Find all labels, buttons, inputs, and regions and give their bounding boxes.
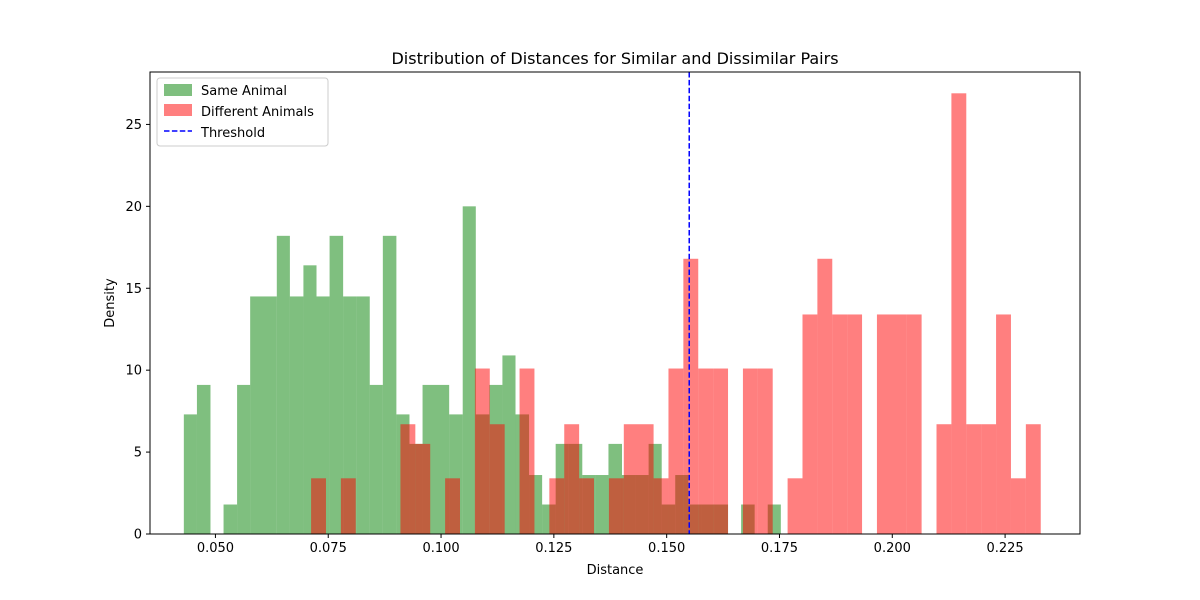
histogram-bar xyxy=(489,424,505,534)
legend-swatch-different-animals xyxy=(164,104,192,116)
histogram-bar xyxy=(966,424,982,534)
y-tick-label: 5 xyxy=(134,446,142,461)
histogram-bar xyxy=(343,296,357,534)
histogram-bar xyxy=(668,368,684,534)
x-tick-label: 0.125 xyxy=(535,541,572,556)
legend-label-different-animals: Different Animals xyxy=(201,105,314,120)
histogram-bar xyxy=(847,314,863,534)
histogram-bar xyxy=(289,296,304,534)
histogram-bar xyxy=(683,258,699,534)
x-tick-label: 0.175 xyxy=(761,541,798,556)
histogram-bar xyxy=(549,478,565,534)
x-tick-label: 0.100 xyxy=(422,541,459,556)
histogram-bar xyxy=(502,355,516,534)
histogram-bar xyxy=(329,235,344,534)
series-different-animals xyxy=(311,93,1041,535)
histogram-bar xyxy=(817,258,833,534)
histogram-bar xyxy=(698,368,714,534)
legend-swatch-same-animal xyxy=(164,84,192,96)
histogram-bar xyxy=(832,314,848,534)
histogram-bars xyxy=(183,93,1041,535)
series-same-animal xyxy=(183,206,781,534)
y-tick-label: 0 xyxy=(134,528,142,543)
histogram-bar xyxy=(369,384,383,534)
histogram-bar xyxy=(356,296,370,534)
histogram-bar xyxy=(1025,424,1041,534)
histogram-bar xyxy=(250,296,277,534)
histogram-bar xyxy=(316,296,330,534)
histogram-bar xyxy=(415,443,431,534)
plot-frame xyxy=(149,71,1081,535)
histogram-bar xyxy=(462,206,476,534)
histogram-bar xyxy=(608,478,624,534)
histogram-bar xyxy=(742,368,758,534)
histogram-bar xyxy=(311,478,326,534)
y-axis-ticks: 0 5 10 15 20 25 xyxy=(125,118,150,543)
histogram-bar xyxy=(802,314,818,534)
histogram-bar xyxy=(564,424,580,534)
histogram-bar xyxy=(400,424,416,534)
legend: Same Animal Different Animals Threshold xyxy=(156,77,329,147)
histogram-bar xyxy=(223,504,238,534)
histogram-bar xyxy=(303,265,317,534)
y-tick-label: 10 xyxy=(125,364,142,379)
x-tick-label: 0.225 xyxy=(986,541,1023,556)
x-tick-label: 0.150 xyxy=(648,541,685,556)
histogram-bar xyxy=(474,368,490,534)
x-tick-label: 0.075 xyxy=(310,541,347,556)
y-tick-label: 25 xyxy=(125,118,142,133)
histogram-bar xyxy=(340,478,356,534)
legend-label-threshold: Threshold xyxy=(200,126,265,141)
histogram-bar xyxy=(787,478,803,534)
legend-label-same-animal: Same Animal xyxy=(201,84,287,99)
x-axis-label: Distance xyxy=(587,563,644,578)
histogram-bar xyxy=(653,478,669,534)
histogram-bar xyxy=(595,475,609,534)
histogram-bar xyxy=(713,368,729,534)
histogram-bar xyxy=(519,368,535,534)
legend-box xyxy=(156,77,329,147)
histogram-bar xyxy=(996,314,1011,534)
histogram-bar xyxy=(445,478,460,534)
histogram-bar xyxy=(623,424,654,534)
histogram-bar xyxy=(757,368,773,534)
y-axis-label: Density xyxy=(103,278,118,328)
y-tick-label: 20 xyxy=(125,200,142,215)
histogram-bar xyxy=(237,384,251,534)
chart-title: Distribution of Distances for Similar an… xyxy=(391,49,838,68)
histogram-bar xyxy=(936,424,952,534)
x-axis-ticks: 0.050 0.075 0.100 0.125 0.150 0.175 0.200 0.225 xyxy=(197,534,1024,556)
histogram-bar xyxy=(183,414,197,534)
histogram-bar xyxy=(951,93,967,535)
histogram-bar xyxy=(579,478,595,534)
histogram-bar xyxy=(981,424,997,534)
histogram-bar xyxy=(906,314,922,534)
histogram-bar xyxy=(382,235,397,534)
histogram-bar xyxy=(876,314,907,534)
x-tick-label: 0.200 xyxy=(874,541,911,556)
histogram-bar xyxy=(196,384,211,534)
histogram-bar xyxy=(276,235,290,534)
histogram-bar xyxy=(1010,478,1026,534)
y-tick-label: 15 xyxy=(125,282,142,297)
x-tick-label: 0.050 xyxy=(197,541,234,556)
